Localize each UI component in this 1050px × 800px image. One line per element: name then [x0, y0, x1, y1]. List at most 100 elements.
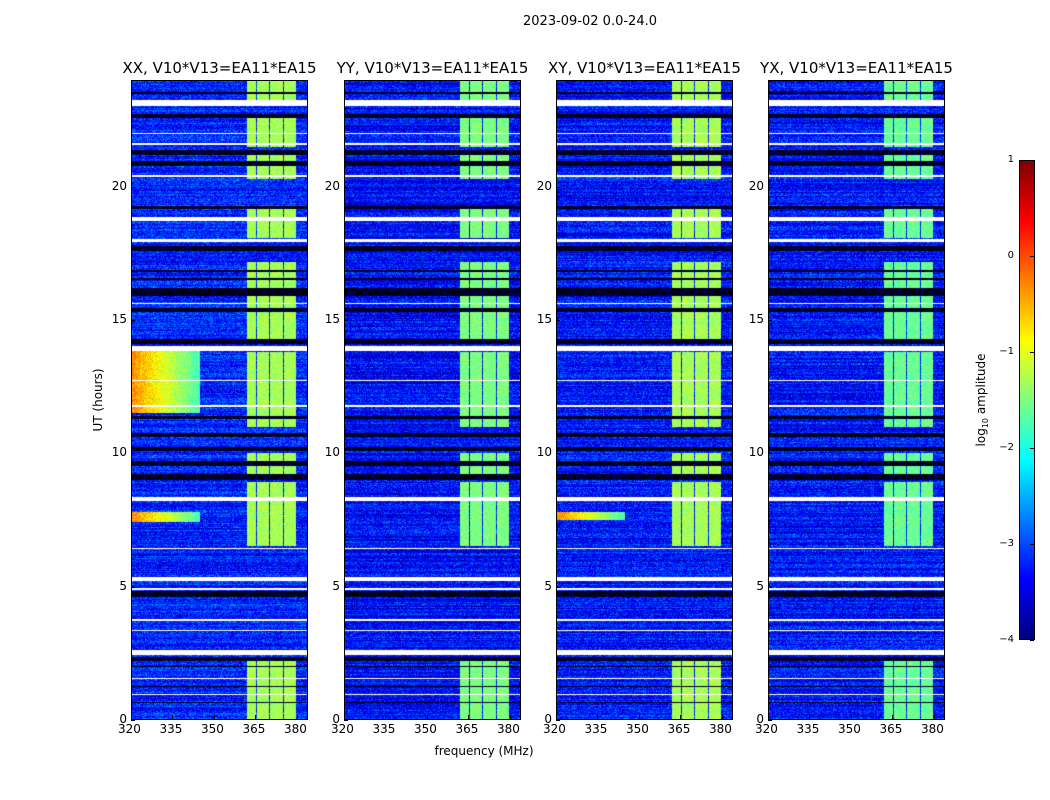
y-tick-label: 15 [536, 312, 552, 326]
x-tick [680, 715, 682, 719]
y-tick-label: 10 [748, 445, 764, 460]
x-tick [344, 715, 345, 719]
y-tick [131, 186, 135, 188]
x-tick [468, 715, 470, 719]
heatmap-image [345, 81, 520, 719]
y-axis-label: UT (hours) [91, 368, 105, 432]
y-tick [344, 720, 348, 721]
y-tick-label: 5 [756, 578, 764, 593]
x-tick-label: 350 [200, 722, 224, 736]
x-tick-label: 365 [455, 722, 479, 736]
y-tick-label: 0 [332, 712, 340, 726]
x-tick [809, 715, 811, 719]
y-tick [556, 320, 560, 321]
x-tick [385, 715, 387, 719]
panel-title: YX, V10*V13=EA11*EA15 [760, 59, 953, 77]
y-tick [556, 586, 560, 588]
y-tick [131, 586, 135, 588]
colorbar-tick [1030, 160, 1034, 161]
x-tick [638, 715, 640, 719]
colorbar-tick [1030, 352, 1034, 353]
x-tick [721, 715, 723, 719]
colorbar [1019, 160, 1035, 640]
x-tick [850, 715, 852, 719]
y-tick [768, 186, 772, 188]
y-tick-label: 5 [544, 578, 552, 593]
x-tick-label: 335 [159, 722, 183, 736]
x-tick-label: 380 [283, 722, 307, 736]
x-tick-label: 320 [118, 722, 141, 736]
x-tick-label: 335 [372, 722, 396, 736]
colorbar-tick-label: 0 [1007, 250, 1014, 261]
y-tick [768, 720, 772, 721]
heatmap-panel [768, 80, 945, 720]
colorbar-label: log10 amplitude [973, 353, 991, 447]
x-tick [892, 715, 894, 719]
x-tick-label: 350 [837, 722, 861, 736]
x-tick [172, 715, 174, 719]
y-tick-label: 15 [111, 312, 127, 326]
y-tick-label: 5 [332, 578, 340, 593]
panel-title: XY, V10*V13=EA11*EA15 [548, 59, 741, 77]
y-tick-label: 20 [111, 178, 127, 193]
y-tick-label: 5 [119, 578, 127, 593]
colorbar-tick [1030, 544, 1034, 545]
x-tick [426, 715, 428, 719]
heatmap-image [769, 81, 944, 719]
x-tick-label: 365 [667, 722, 691, 736]
colorbar-tick-label: −2 [999, 442, 1014, 453]
y-tick [556, 720, 560, 721]
y-tick-label: 20 [324, 178, 340, 193]
y-tick-label: 20 [536, 178, 552, 193]
y-tick [131, 720, 135, 721]
x-tick [556, 715, 557, 719]
x-tick-label: 365 [242, 722, 266, 736]
y-tick [131, 320, 135, 321]
heatmap-panel [131, 80, 308, 720]
colorbar-tick-label: −4 [999, 634, 1014, 645]
y-tick-label: 10 [111, 445, 127, 460]
y-tick [556, 186, 560, 188]
x-tick-label: 335 [796, 722, 820, 736]
heatmap-image [132, 81, 307, 719]
y-tick [344, 186, 348, 188]
x-tick [768, 715, 769, 719]
colorbar-tick [1030, 256, 1034, 257]
heatmap-panel [556, 80, 733, 720]
y-tick [768, 453, 772, 455]
x-tick [597, 715, 599, 719]
x-tick [131, 715, 132, 719]
colorbar-tick-label: 1 [1007, 154, 1014, 165]
y-tick-label: 10 [536, 445, 552, 460]
y-tick-label: 0 [119, 712, 127, 726]
heatmap-image [557, 81, 732, 719]
x-tick-label: 350 [625, 722, 649, 736]
x-tick [296, 715, 298, 719]
y-tick-label: 10 [324, 445, 340, 460]
y-tick-label: 0 [544, 712, 552, 726]
y-tick [131, 453, 135, 455]
panel-title: YY, V10*V13=EA11*EA15 [336, 59, 529, 77]
y-tick-label: 15 [324, 312, 340, 326]
heatmap-panel [344, 80, 521, 720]
y-tick [768, 320, 772, 321]
y-tick [768, 586, 772, 588]
x-tick-label: 380 [920, 722, 944, 736]
colorbar-gradient [1020, 161, 1034, 639]
x-tick-label: 335 [584, 722, 608, 736]
x-tick [933, 715, 935, 719]
y-tick [344, 586, 348, 588]
x-tick [213, 715, 215, 719]
x-tick [255, 715, 257, 719]
y-tick-label: 0 [756, 712, 764, 726]
y-tick [344, 320, 348, 321]
y-tick-label: 15 [748, 312, 764, 326]
x-tick-label: 365 [879, 722, 903, 736]
colorbar-tick-label: −1 [999, 346, 1014, 357]
colorbar-tick-label: −3 [999, 538, 1014, 549]
x-tick-label: 380 [708, 722, 732, 736]
colorbar-tick [1030, 640, 1034, 641]
y-tick [344, 453, 348, 455]
x-tick-label: 380 [496, 722, 520, 736]
figure-title: 2023-09-02 0.0-24.0 [523, 14, 657, 29]
